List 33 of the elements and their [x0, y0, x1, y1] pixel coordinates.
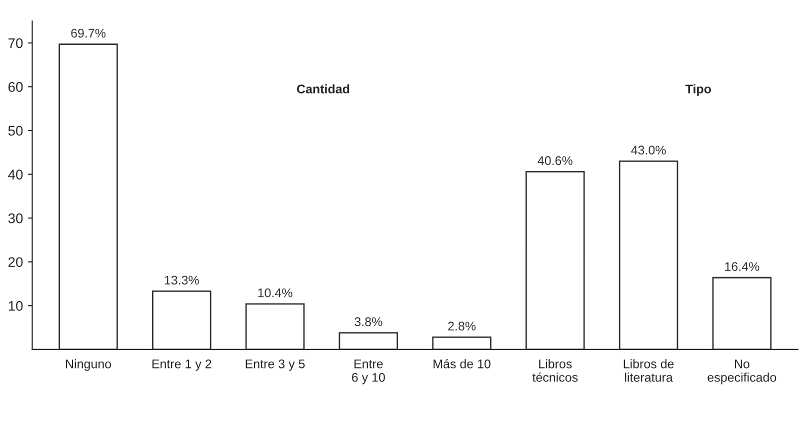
- y-tick-label: 40: [8, 170, 23, 180]
- bar: [432, 336, 492, 350]
- y-tick-label: 30: [8, 213, 23, 224]
- bar: [245, 303, 305, 350]
- data-label: 69.7%: [71, 28, 106, 38]
- data-label: 40.6%: [538, 156, 572, 166]
- x-tick-label: Entre 3 y 5: [246, 359, 305, 371]
- y-tick-label: 20: [8, 257, 23, 268]
- x-tick-label: No especificado: [708, 360, 776, 384]
- y-tick-label: 60: [8, 82, 23, 92]
- bar: [712, 276, 772, 350]
- annotation: Tipo: [685, 84, 711, 96]
- y-tick-label: 70: [8, 38, 23, 48]
- x-tick-label: Ninguno: [66, 359, 112, 371]
- x-tick-label: Entre 6 y 10: [352, 360, 385, 384]
- y-tick-label: 50: [8, 126, 23, 136]
- data-label: 3.8%: [354, 317, 382, 326]
- x-tick-label: Entre 1 y 2: [152, 359, 212, 371]
- x-tick-label: Libros de literatura: [624, 359, 674, 382]
- data-label: 16.4%: [725, 262, 760, 271]
- data-label: 13.3%: [164, 276, 199, 285]
- bar: [152, 290, 212, 350]
- annotation: Cantidad: [296, 84, 350, 94]
- x-tick-label: Más de 10: [434, 359, 490, 368]
- bar: [338, 332, 398, 350]
- bar: [618, 160, 678, 350]
- data-label: 10.4%: [258, 288, 292, 298]
- data-label: 43.0%: [631, 146, 666, 155]
- bar: [526, 170, 585, 350]
- x-tick-label: Libros técnicos: [532, 359, 578, 382]
- bar: [58, 44, 118, 350]
- data-label: 2.8%: [448, 322, 476, 331]
- y-tick-label: 10: [8, 300, 23, 311]
